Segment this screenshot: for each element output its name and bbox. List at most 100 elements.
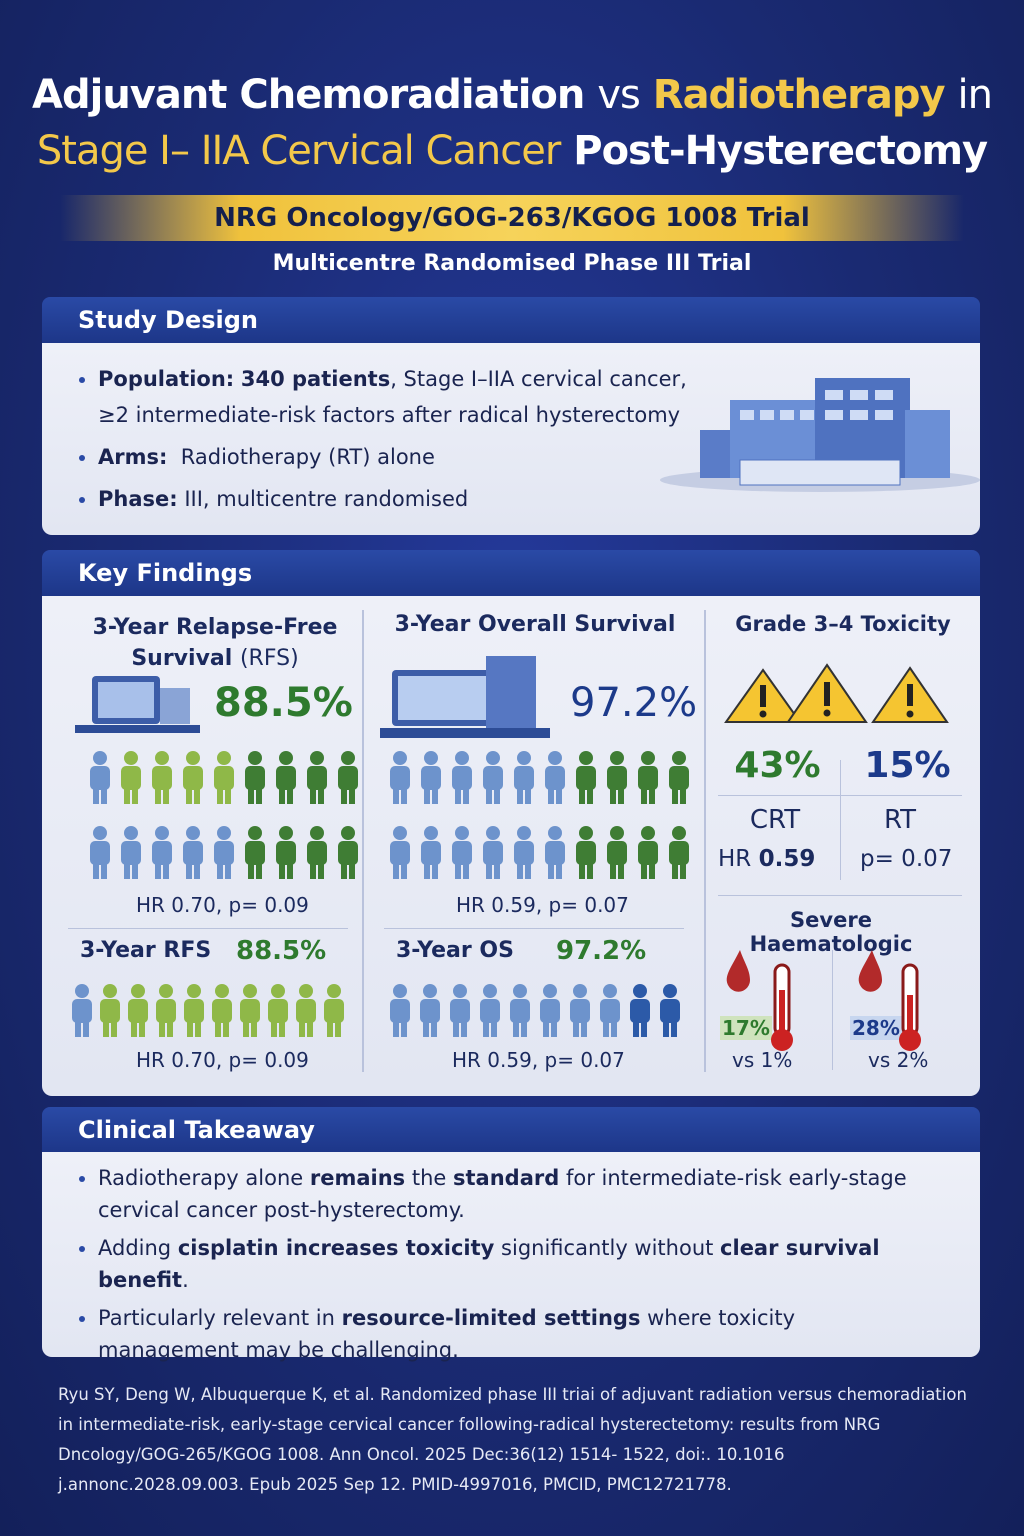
person-icon — [324, 984, 344, 1037]
person-icon — [510, 984, 530, 1037]
person-icon — [338, 826, 358, 879]
bullet: Adding cisplatin increases toxicity sign… — [98, 1232, 928, 1296]
rfs-title: 3-Year Relapse-Free Survival (RFS) — [60, 612, 370, 674]
rt-value: 15% — [864, 745, 951, 786]
text: Adding — [98, 1236, 178, 1260]
person-icon — [128, 984, 148, 1037]
person-icon — [480, 984, 500, 1037]
person-icon — [421, 751, 441, 804]
text: cisplatin increases toxicity — [177, 1236, 495, 1260]
person-icon — [483, 826, 503, 879]
person-icon — [90, 826, 110, 879]
person-icon — [607, 751, 627, 804]
person-icon — [390, 984, 410, 1037]
section-header: Study Design — [42, 297, 980, 343]
text: III, multicentre randomised — [184, 487, 469, 511]
divider — [840, 760, 841, 880]
haem-title: Severe Haematologic — [749, 908, 913, 956]
divider — [68, 928, 348, 929]
divider — [362, 610, 364, 1072]
person-icon — [607, 826, 627, 879]
text: the — [405, 1166, 454, 1190]
title-line-2: Stage I– IIA Cervical Cancer Post-Hyster… — [0, 128, 1024, 174]
person-icon — [214, 826, 234, 879]
person-icon — [72, 984, 92, 1037]
text: remains — [309, 1166, 406, 1190]
rfs-sub-label: 3-Year RFS — [80, 938, 212, 963]
person-icon — [121, 751, 141, 804]
takeaway-card: Radiotherapy alone remains the standard … — [42, 1152, 980, 1362]
haem-vs: vs 2% — [868, 1048, 929, 1072]
text: Radiotherapy (RT) alone — [180, 445, 435, 469]
divider — [832, 950, 833, 1070]
people-icons — [72, 751, 689, 1037]
person-icon — [90, 751, 110, 804]
text: where toxicity management may be challen… — [98, 1306, 796, 1362]
bullet: Radiotherapy alone remains the standard … — [98, 1162, 928, 1226]
person-icon — [450, 984, 470, 1037]
os-sub-label: 3-Year OS — [396, 938, 514, 963]
title-part: Radiotherapy — [652, 72, 946, 118]
text: Population: — [98, 367, 235, 391]
person-icon — [452, 751, 472, 804]
text: 3-Year Relapse-Free Survival — [92, 615, 338, 671]
bullet: Particularly relevant in resource-limite… — [98, 1302, 928, 1366]
text: resource-limited settings — [341, 1306, 641, 1330]
person-icon — [483, 751, 503, 804]
title-line-1: Adjuvant Chemoradiation vs Radiotherapy … — [0, 72, 1024, 118]
person-icon — [184, 984, 204, 1037]
person-icon — [338, 751, 358, 804]
title-part: in — [957, 72, 992, 118]
os-sub-stat: HR 0.59, p= 0.07 — [452, 1048, 625, 1072]
person-icon — [421, 826, 441, 879]
trial-banner: NRG Oncology/GOG-263/KGOG 1008 Trial — [60, 195, 964, 241]
person-icon — [630, 984, 650, 1037]
haem-value: 17% — [720, 1016, 772, 1040]
person-icon — [296, 984, 316, 1037]
person-icon — [183, 826, 203, 879]
text: for intermediate-risk early-stage cervic… — [98, 1166, 907, 1222]
divider — [704, 610, 706, 1072]
person-icon — [152, 826, 172, 879]
crt-value: 43% — [734, 745, 821, 786]
rfs-stat: HR 0.70, p= 0.09 — [136, 893, 309, 917]
person-icon — [669, 751, 689, 804]
bullet: Phase: III, multicentre randomised — [98, 481, 688, 517]
person-icon — [268, 984, 288, 1037]
person-icon — [660, 984, 680, 1037]
person-icon — [156, 984, 176, 1037]
person-icon — [100, 984, 120, 1037]
title-part: Stage I– IIA Cervical Cancer — [36, 128, 561, 174]
text: , Stage I–IIA cervical cancer, ≥2 interm… — [98, 367, 687, 427]
section-header: Clinical Takeaway — [42, 1107, 980, 1153]
text: Arms: — [98, 445, 168, 469]
person-icon — [669, 826, 689, 879]
person-icon — [183, 751, 203, 804]
rfs-sub-stat: HR 0.70, p= 0.09 — [136, 1048, 309, 1072]
section-header: Key Findings — [42, 550, 980, 596]
bullet: Population: 340 patients, Stage I–IIA ce… — [98, 361, 688, 433]
title-part: Adjuvant Chemoradiation — [32, 72, 585, 118]
person-icon — [214, 751, 234, 804]
person-icon — [390, 751, 410, 804]
os-value: 97.2% — [570, 680, 698, 726]
tox-title: Grade 3–4 Toxicity — [735, 612, 951, 636]
title-part: Post-Hysterectomy — [573, 128, 988, 174]
person-icon — [276, 751, 296, 804]
monitor-icon — [75, 656, 550, 738]
rfs-sub-value: 88.5% — [236, 936, 327, 966]
text: . — [182, 1268, 189, 1292]
divider — [718, 895, 962, 896]
person-icon — [245, 826, 265, 879]
person-icon — [307, 751, 327, 804]
person-icon — [576, 751, 596, 804]
text: HR — [718, 846, 752, 872]
blood-thermometer-icons — [726, 950, 921, 1051]
hr: HR 0.59 — [718, 846, 815, 872]
person-icon — [545, 826, 565, 879]
text: Phase: — [98, 487, 178, 511]
text: 340 patients — [240, 367, 391, 391]
os-stat: HR 0.59, p= 0.07 — [456, 893, 629, 917]
person-icon — [245, 751, 265, 804]
